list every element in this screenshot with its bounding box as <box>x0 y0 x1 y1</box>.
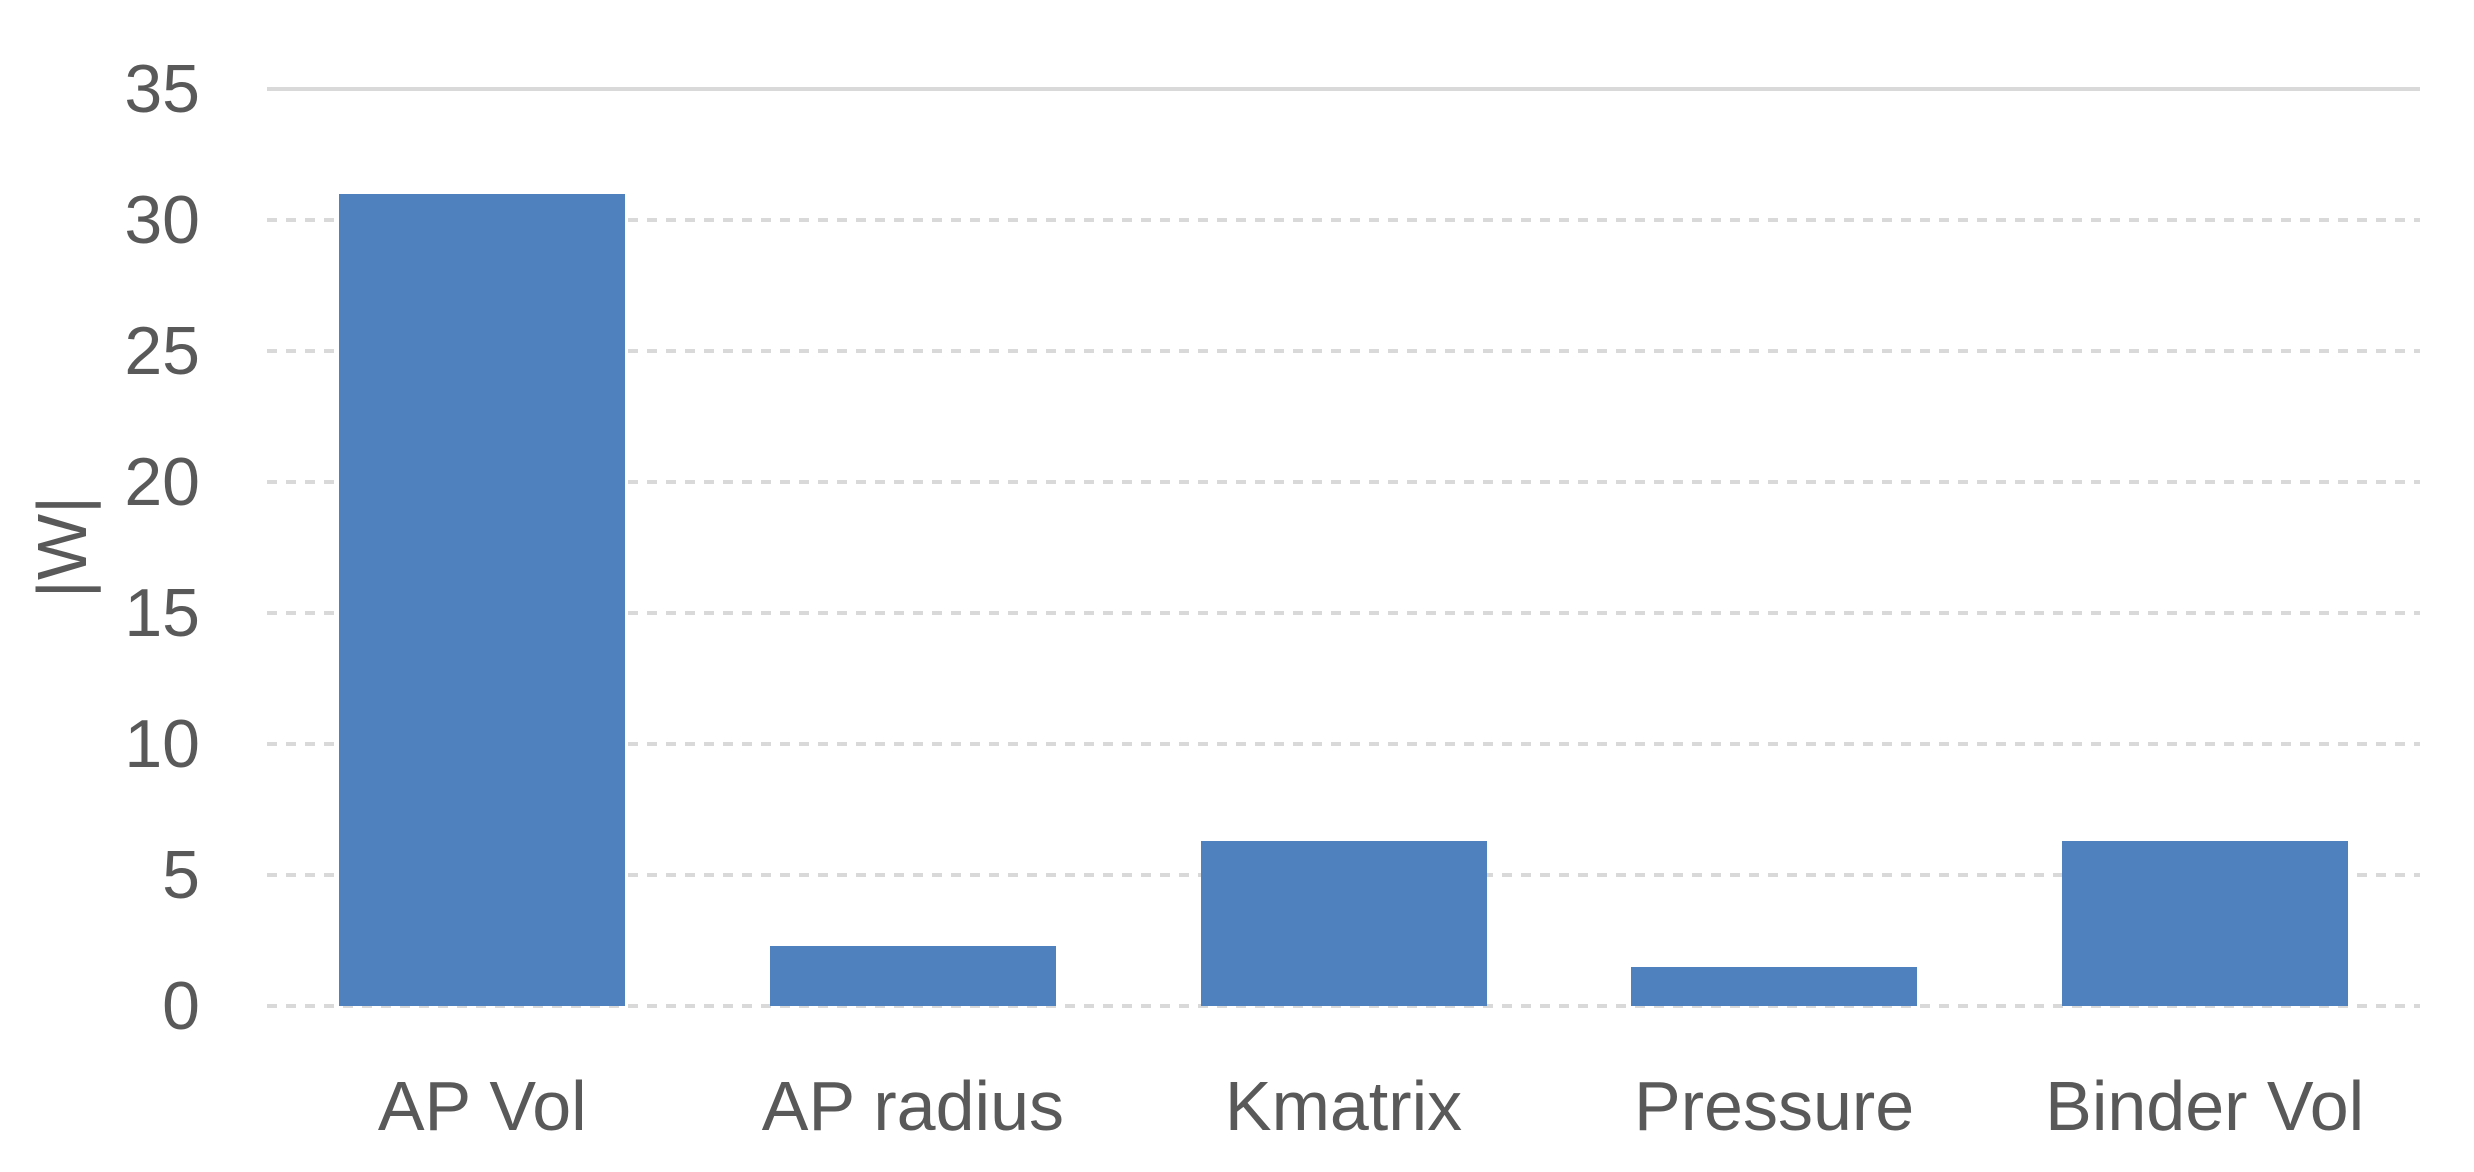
y-tick-label-0: 0 <box>162 968 200 1044</box>
category-label-ap-vol: AP Vol <box>377 1067 587 1145</box>
y-tick-label-20: 20 <box>124 444 200 520</box>
bar-ap-radius <box>769 945 1056 1006</box>
bar-ap-vol <box>339 193 626 1006</box>
y-tick-label-10: 10 <box>124 706 200 782</box>
y-tick-label-15: 15 <box>124 575 200 651</box>
gridline-y-30 <box>267 218 2420 222</box>
gridline-y-15 <box>267 611 2420 615</box>
category-label-binder-vol: Binder Vol <box>2045 1067 2365 1145</box>
y-tick-label-30: 30 <box>124 182 200 258</box>
category-label-kmatrix: Kmatrix <box>1224 1067 1463 1145</box>
y-tick-label-25: 25 <box>124 313 200 389</box>
bar-binder-vol <box>2061 840 2348 1006</box>
bar-pressure <box>1631 966 1918 1006</box>
y-tick-label-5: 5 <box>162 837 200 913</box>
gridline-y-35 <box>267 87 2420 91</box>
bar-kmatrix <box>1200 840 1487 1006</box>
category-label-ap-radius: AP radius <box>761 1067 1064 1145</box>
y-tick-label-35: 35 <box>124 51 200 127</box>
gridline-y-25 <box>267 349 2420 353</box>
gridline-y-20 <box>267 480 2420 484</box>
gridline-y-10 <box>267 742 2420 746</box>
category-label-pressure: Pressure <box>1634 1067 1915 1145</box>
gridline-y-0 <box>267 1004 2420 1008</box>
